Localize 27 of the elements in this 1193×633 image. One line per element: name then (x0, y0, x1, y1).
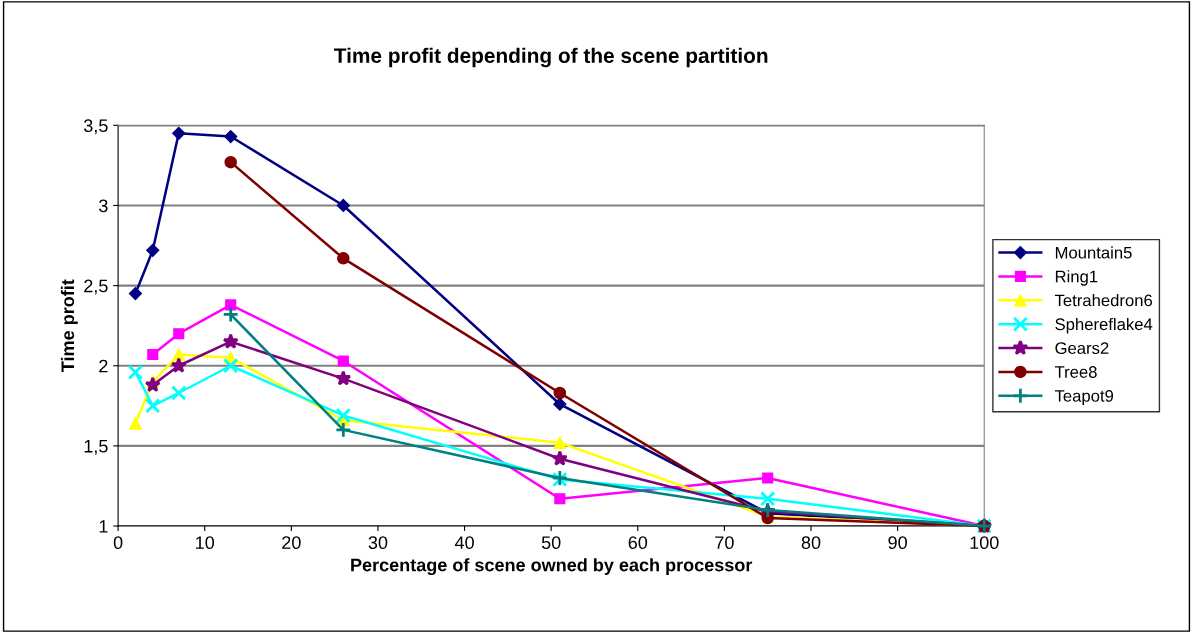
y-tick-label: 2,5 (84, 279, 108, 295)
x-tick-label: 60 (628, 536, 648, 550)
x-tick-label: 0 (113, 536, 123, 550)
x-tick-label: 70 (715, 536, 734, 550)
chart-title: Time profit depending of the scene partition (334, 47, 768, 68)
x-tick-label: 30 (368, 536, 388, 550)
x-tick-label: 20 (282, 536, 301, 550)
x-tick-label: 40 (454, 536, 474, 550)
x-axis-title: Percentage of scene owned by each processor (351, 558, 753, 576)
x-tick-label: 50 (541, 536, 561, 550)
y-tick-label: 3,5 (83, 119, 108, 135)
y-axis-title: Time profit (60, 279, 78, 372)
y-tick-label: 2 (99, 359, 108, 373)
legend-label: Tetrahedron6 (1054, 294, 1153, 307)
x-tick-label: 10 (196, 536, 215, 550)
legend-label: Gears2 (1055, 342, 1109, 355)
x-tick-label: 80 (801, 536, 821, 550)
legend-label: Teapot9 (1054, 389, 1114, 406)
y-tick-label: 3 (99, 199, 108, 213)
legend-label: Ring1 (1055, 270, 1098, 286)
y-tick-label: 1 (99, 520, 108, 533)
legend-label: Mountain5 (1055, 246, 1132, 259)
y-tick-label: 1,5 (84, 440, 108, 455)
x-tick-label: 100 (970, 536, 999, 550)
x-tick-label: 90 (888, 536, 907, 550)
legend-label: Tree8 (1054, 366, 1097, 378)
legend-label: Sphereflake4 (1055, 317, 1153, 334)
